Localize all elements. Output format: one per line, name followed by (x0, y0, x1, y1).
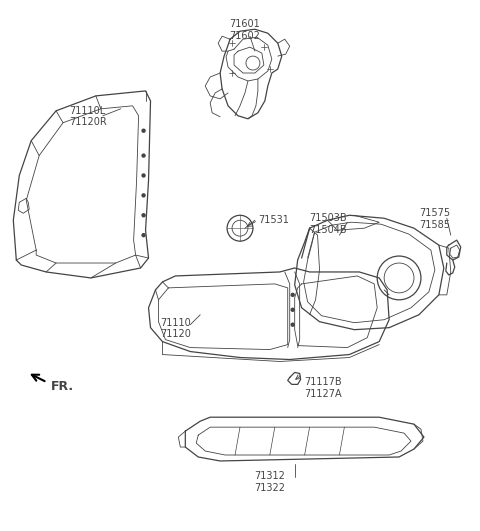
Text: 71575
71585: 71575 71585 (419, 208, 450, 230)
Circle shape (291, 309, 294, 311)
Text: 71110
71120: 71110 71120 (160, 318, 192, 339)
Text: 71531: 71531 (258, 215, 289, 225)
Circle shape (291, 293, 294, 296)
Circle shape (142, 174, 145, 177)
Circle shape (291, 323, 294, 326)
Text: 71312
71322: 71312 71322 (254, 471, 285, 493)
Circle shape (142, 214, 145, 217)
Circle shape (142, 194, 145, 197)
Circle shape (142, 234, 145, 237)
Circle shape (142, 154, 145, 157)
Text: FR.: FR. (51, 380, 74, 393)
Circle shape (142, 129, 145, 132)
Text: 71601
71602: 71601 71602 (229, 19, 261, 41)
Text: 71117B
71127A: 71117B 71127A (305, 378, 342, 399)
Text: 71110L
71120R: 71110L 71120R (69, 106, 107, 127)
Text: 71503B
71504B: 71503B 71504B (310, 213, 347, 235)
